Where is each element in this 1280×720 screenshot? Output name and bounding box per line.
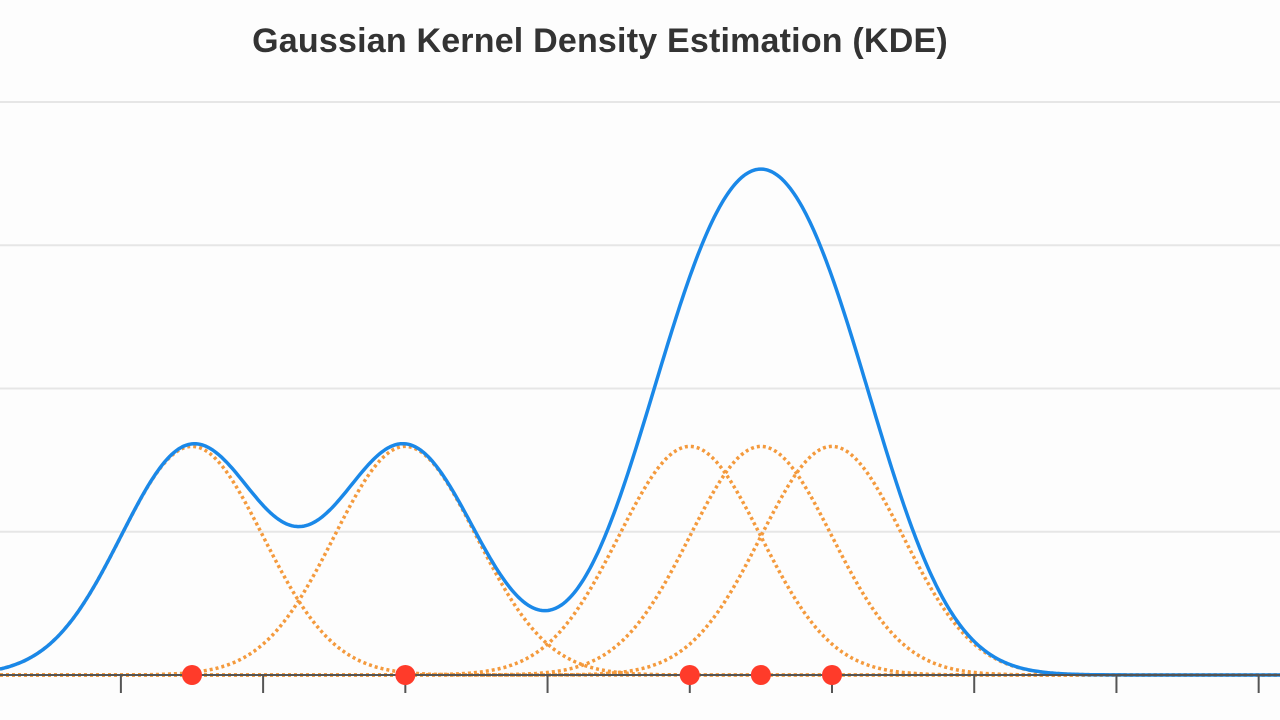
sample-point [679,665,700,685]
kernel-curve [0,444,1280,677]
kernel-curve [0,444,1280,677]
sample-points [182,665,842,685]
kernel-curve [0,444,1280,677]
grid-lines [0,101,1280,533]
kernel-curve [0,444,1280,677]
chart-title: Gaussian Kernel Density Estimation (KDE) [252,22,948,60]
kernel-curves [0,444,1280,677]
sample-point [182,665,202,685]
sample-point [822,665,842,685]
sample-point [750,665,771,685]
kernel-curve [0,444,1280,677]
sample-point [395,665,416,685]
